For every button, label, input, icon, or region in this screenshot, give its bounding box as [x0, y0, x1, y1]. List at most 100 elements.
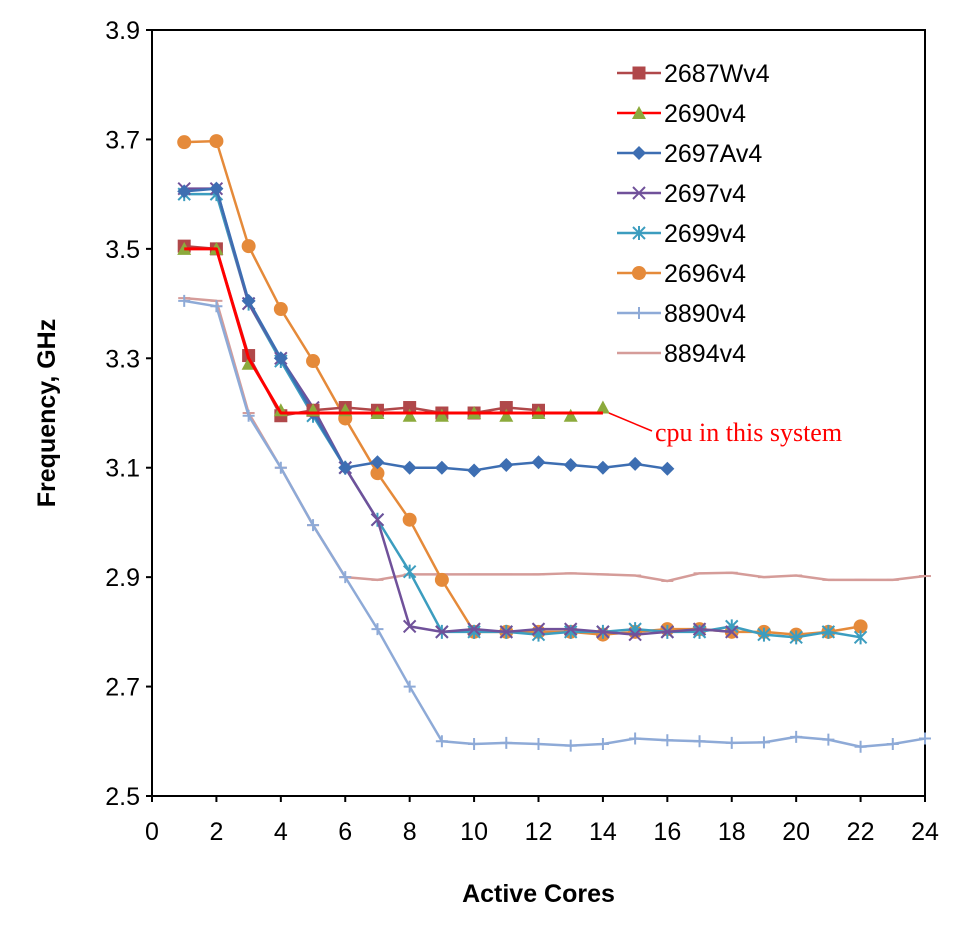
data-point-2697av4 — [402, 460, 417, 475]
legend-marker — [632, 146, 646, 160]
data-point-2696v4 — [434, 572, 449, 587]
data-point-2699v4 — [467, 624, 481, 639]
legend-label: 2697Av4 — [664, 140, 762, 168]
data-point-8890v4 — [500, 736, 513, 749]
x-tick-label: 10 — [460, 818, 488, 846]
data-point-8890v4 — [919, 732, 931, 745]
data-point-8890v4 — [693, 735, 706, 748]
y-tick-label: 2.5 — [105, 783, 140, 811]
y-axis-title: Frequency, GHz — [33, 319, 61, 507]
data-point-8890v4 — [629, 732, 642, 745]
data-point-2690v4-markers — [499, 408, 514, 422]
legend-item-8890v4: 8890v4 — [617, 300, 746, 328]
data-point-2697v4 — [725, 625, 739, 639]
data-point-8890v4 — [822, 733, 835, 746]
data-point-2697av4 — [467, 463, 482, 478]
data-point-8890v4 — [307, 519, 320, 532]
data-point-2697v4 — [370, 512, 385, 527]
data-point-2699v4 — [789, 630, 803, 645]
data-point-8890v4 — [790, 730, 803, 743]
data-point-2696v4 — [273, 302, 288, 317]
data-point-2699v4 — [692, 624, 707, 639]
series-2687wv4 — [177, 239, 545, 423]
data-point-2697v4 — [692, 622, 707, 636]
y-tick-label: 3.7 — [105, 126, 140, 154]
data-point-2697av4 — [434, 460, 449, 475]
data-point-2690v4-markers — [595, 400, 610, 414]
data-point-2699v4 — [402, 564, 417, 579]
x-tick-label: 8 — [403, 818, 417, 846]
y-tick-label: 3.5 — [105, 236, 140, 264]
data-point-2696v4 — [402, 512, 417, 527]
annotation-leader-line — [608, 412, 653, 432]
data-point-2690v4-markers — [563, 408, 578, 422]
legend-label: 2687Wv4 — [664, 60, 770, 88]
data-point-2696v4 — [177, 135, 192, 150]
x-tick-label: 16 — [653, 818, 681, 846]
legend-label: 2697v4 — [664, 180, 746, 208]
legend: 2687Wv4 2690v4 2697Av4 2697v4 2699v4 2696v4 88… — [617, 60, 770, 368]
series-line-2697av4 — [184, 187, 668, 472]
legend-item-2699v4: 2699v4 — [617, 220, 746, 248]
annotation: cpu in this system — [608, 412, 842, 447]
x-tick-label: 2 — [209, 818, 223, 846]
legend-item-8894v4: 8894v4 — [617, 340, 746, 368]
data-point-8890v4 — [435, 735, 448, 748]
x-axis-title: Active Cores — [462, 880, 615, 908]
y-tick-label: 2.9 — [105, 564, 140, 592]
annotation-text: cpu in this system — [655, 418, 842, 447]
series-2690v4 — [184, 247, 603, 415]
data-point-2697av4 — [241, 293, 256, 308]
y-tick-label: 2.7 — [105, 674, 140, 702]
legend-item-2696v4: 2696v4 — [617, 260, 746, 288]
data-point-2699v4 — [564, 624, 578, 639]
data-point-8890v4 — [757, 736, 770, 749]
series-line-2687wv4 — [184, 244, 539, 417]
legend-item-2687wv4: 2687Wv4 — [617, 60, 770, 88]
data-point-2697av4 — [563, 457, 578, 472]
series-line-8890v4 — [183, 299, 926, 749]
data-point-8890v4 — [854, 740, 867, 753]
data-point-2697av4 — [209, 181, 224, 196]
data-point-2699v4 — [853, 630, 868, 645]
data-point-2697v4 — [402, 619, 417, 634]
legend-label: 2690v4 — [664, 100, 746, 128]
legend-item-2697av4: 2697Av4 — [617, 140, 762, 168]
y-tick-label: 3.3 — [105, 345, 140, 373]
data-point-2697av4 — [499, 457, 514, 472]
legend-label: 2696v4 — [664, 260, 746, 288]
legend-marker — [633, 307, 645, 319]
x-tick-label: 0 — [145, 818, 159, 846]
data-point-8890v4 — [371, 623, 384, 636]
series-2696v4 — [177, 134, 868, 642]
x-tick-label: 6 — [338, 818, 352, 846]
legend-marker — [632, 266, 646, 280]
x-tick-label: 12 — [525, 818, 553, 846]
x-tick-label: 22 — [847, 818, 875, 846]
legend-marker — [632, 66, 646, 80]
data-point-8890v4 — [210, 300, 223, 313]
x-tick-label: 18 — [718, 818, 746, 846]
axes: 2.52.72.93.13.33.53.73.90 2 4 6 8 10 12 14 16 18 2… — [105, 17, 939, 846]
data-point-2699v4 — [757, 627, 771, 642]
series-line-2699v4 — [184, 192, 861, 639]
data-point-2696v4 — [241, 239, 256, 254]
data-point-8890v4 — [886, 738, 899, 751]
legend-label: 8894v4 — [664, 340, 746, 368]
data-point-2697av4 — [370, 455, 385, 470]
legend-marker — [632, 106, 646, 119]
data-point-2697av4 — [660, 461, 675, 476]
data-point-2696v4 — [370, 466, 385, 481]
data-point-2697av4 — [273, 351, 288, 366]
x-tick-label: 14 — [589, 818, 617, 846]
data-point-2699v4 — [821, 624, 836, 639]
data-point-8890v4 — [339, 571, 352, 584]
data-point-2697v4 — [628, 627, 642, 642]
x-tick-label: 24 — [911, 818, 939, 846]
data-point-2697av4 — [595, 460, 610, 475]
data-point-2697v4 — [660, 625, 675, 639]
data-point-2696v4 — [306, 354, 321, 369]
data-point-2690v4-markers — [434, 408, 449, 422]
data-point-2697v4 — [435, 625, 449, 639]
data-point-2697av4 — [338, 460, 353, 475]
